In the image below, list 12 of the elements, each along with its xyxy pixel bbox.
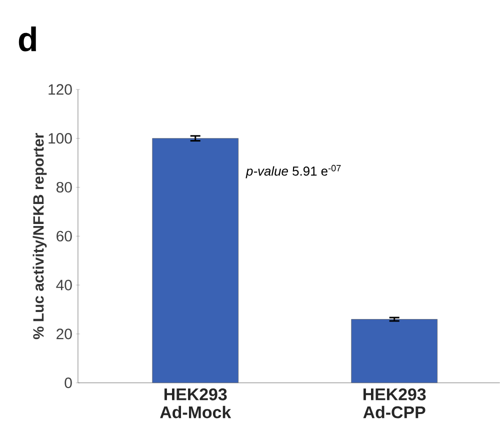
y-tick-label: 100 bbox=[48, 133, 72, 144]
y-tick-label: 20 bbox=[56, 328, 72, 340]
x-tick-label: HEK293 Ad-CPP bbox=[363, 388, 426, 418]
y-tick-label: 60 bbox=[56, 230, 72, 242]
y-tick-label: 40 bbox=[56, 280, 72, 290]
annotation: p-value 5.91 e$^{-07}$ bbox=[246, 165, 341, 178]
y-tick-label: 120 bbox=[48, 84, 72, 95]
x-tick-label: HEK293 Ad-Mock bbox=[160, 388, 232, 418]
y-axis-title: % Luc activity/NFKB reporter bbox=[32, 133, 47, 340]
chart-title: d bbox=[18, 26, 36, 52]
y-tick-label: 80 bbox=[56, 182, 72, 193]
y-tick-label: 0 bbox=[64, 378, 72, 388]
